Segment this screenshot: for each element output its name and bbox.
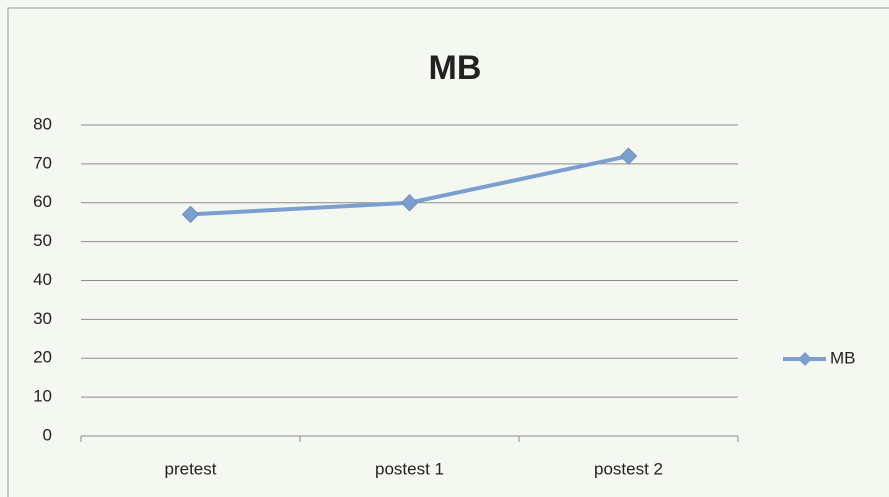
y-tick-label: 80	[33, 114, 52, 133]
point-marker	[181, 205, 200, 224]
x-tick-label: postest 2	[594, 459, 663, 478]
point-marker	[400, 194, 419, 212]
legend-label: MB	[830, 348, 856, 367]
y-tick-label: 40	[33, 270, 52, 289]
y-tick-label: 30	[33, 309, 52, 328]
chart-frame	[7, 7, 889, 497]
x-tick-label: postest 1	[375, 459, 444, 478]
point-marker	[619, 147, 638, 165]
y-tick-label: 10	[33, 387, 52, 406]
y-tick-label: 50	[33, 231, 52, 250]
chart-title: MB	[429, 49, 482, 87]
y-tick-label: 70	[33, 153, 52, 172]
y-tick-label: 0	[43, 425, 52, 444]
x-tick-label: pretest	[165, 459, 217, 478]
y-tick-label: 20	[33, 348, 52, 367]
y-tick-label: 60	[33, 192, 52, 211]
legend-marker	[798, 352, 812, 366]
